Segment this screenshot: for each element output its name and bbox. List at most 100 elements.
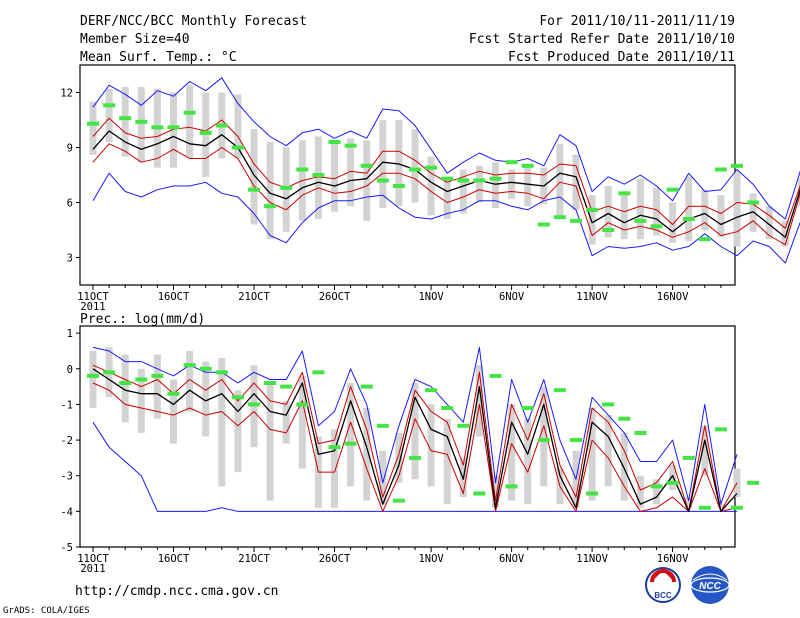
range-bar bbox=[781, 220, 789, 247]
observation-marker bbox=[135, 377, 148, 382]
temperature-panel: 3 6 9 12 11OCT 16OCT 21OCT 26OCT 1NOV 6NOV 11NOV 16… bbox=[60, 64, 800, 313]
y-tick-label: 0 bbox=[67, 364, 73, 376]
observation-marker bbox=[586, 207, 599, 212]
range-bar bbox=[186, 350, 194, 412]
member-size-label: Member Size=40 bbox=[80, 32, 190, 47]
observation-marker bbox=[747, 200, 760, 205]
observation-marker bbox=[280, 185, 293, 190]
x-tick-label: 11NOV bbox=[576, 553, 608, 565]
x-tick-label: 11NOV bbox=[576, 291, 608, 303]
observation-marker bbox=[489, 176, 502, 181]
observation-marker bbox=[698, 237, 711, 242]
bcc-logo: BCC bbox=[645, 567, 681, 603]
range-bar bbox=[524, 165, 532, 207]
range-bar bbox=[89, 101, 97, 155]
y-tick-label: 9 bbox=[67, 143, 73, 155]
observation-marker bbox=[409, 167, 421, 172]
observation-marker bbox=[666, 480, 679, 485]
range-bar bbox=[411, 129, 419, 203]
grads-credit: GrADS: COLA/IGES bbox=[3, 606, 90, 616]
observation-marker bbox=[537, 438, 550, 443]
range-bar bbox=[395, 120, 403, 207]
observation-marker bbox=[344, 143, 357, 148]
range-bar bbox=[765, 206, 773, 240]
bcc-logo-text: BCC bbox=[654, 591, 672, 600]
ensemble-lower-line bbox=[92, 382, 738, 512]
observation-marker bbox=[119, 381, 132, 386]
observation-marker bbox=[618, 416, 631, 421]
observation-marker bbox=[650, 224, 663, 229]
range-bar bbox=[427, 404, 435, 487]
observation-marker bbox=[376, 178, 389, 183]
observation-marker bbox=[183, 363, 196, 368]
observation-marker bbox=[521, 405, 534, 410]
range-bar bbox=[492, 475, 499, 508]
y-tick-label: 3 bbox=[67, 253, 73, 265]
plot-frame bbox=[79, 64, 736, 286]
range-bar bbox=[363, 140, 371, 221]
source-url[interactable]: http://cmdp.ncc.cma.gov.cn bbox=[75, 584, 279, 599]
observation-marker bbox=[666, 187, 679, 192]
range-bar bbox=[653, 479, 660, 505]
range-bar bbox=[459, 169, 467, 214]
forecast-start-date-label: Fcst Started Refer Date 2011/10/10 bbox=[469, 32, 735, 47]
range-bar bbox=[331, 143, 338, 212]
ensemble-mean-line bbox=[92, 130, 800, 238]
ensemble-lower-line bbox=[92, 143, 800, 246]
observation-marker bbox=[634, 218, 647, 223]
observation-marker bbox=[312, 173, 325, 177]
range-bar bbox=[492, 162, 499, 208]
range-bar bbox=[282, 400, 290, 444]
range-bar bbox=[588, 195, 596, 245]
observation-marker bbox=[312, 370, 325, 375]
range-bar bbox=[411, 383, 419, 480]
ensemble-mean-line bbox=[92, 368, 738, 513]
observation-marker bbox=[521, 163, 534, 168]
precipitation-panel: -5 -4 -3 -2 -1 0 1 11OCT 16OCT 21OCT 26OCT 1NOV 6NOV… bbox=[60, 325, 760, 575]
range-bar bbox=[266, 383, 274, 501]
range-bar bbox=[636, 475, 644, 508]
observation-marker bbox=[264, 381, 277, 386]
observation-marker bbox=[119, 116, 132, 121]
spread-lower-line bbox=[92, 421, 737, 512]
observation-marker bbox=[103, 103, 116, 108]
observation-marker bbox=[425, 165, 438, 170]
y-tick-label: -2 bbox=[60, 435, 73, 447]
range-bar bbox=[202, 361, 210, 437]
observation-marker bbox=[248, 187, 260, 192]
range-bar bbox=[556, 143, 564, 216]
range-bar bbox=[186, 85, 194, 159]
range-bar bbox=[653, 187, 660, 236]
observation-marker bbox=[441, 176, 454, 181]
ensemble-upper-line bbox=[92, 117, 800, 229]
observation-marker bbox=[344, 441, 357, 446]
range-bar bbox=[137, 368, 145, 433]
y-tick-label: 6 bbox=[67, 198, 73, 210]
observation-marker bbox=[328, 140, 341, 144]
range-bar bbox=[508, 404, 516, 501]
x-tick-label: 16NOV bbox=[657, 553, 689, 565]
x-tick-label: 16OCT bbox=[158, 553, 190, 565]
observation-marker bbox=[473, 178, 486, 183]
y-tick-label: -5 bbox=[60, 542, 73, 554]
observation-marker bbox=[602, 402, 615, 407]
range-bar bbox=[170, 92, 177, 168]
range-bar bbox=[121, 354, 129, 423]
observation-marker bbox=[650, 484, 663, 489]
plot-frame bbox=[79, 325, 736, 548]
range-bar bbox=[540, 386, 548, 487]
ncc-logo-orbit bbox=[690, 577, 730, 593]
observation-marker bbox=[682, 217, 695, 221]
x-tick-label: 1NOV bbox=[418, 291, 444, 303]
observation-marker bbox=[392, 184, 405, 188]
range-bar bbox=[685, 176, 693, 241]
range-bar bbox=[153, 354, 161, 419]
range-bar bbox=[733, 171, 741, 247]
x-tick-label: 6NOV bbox=[499, 553, 525, 565]
x-year-label: 2011 bbox=[80, 301, 105, 313]
y-tick-label: 12 bbox=[60, 88, 73, 100]
range-bar bbox=[620, 432, 628, 501]
observation-marker bbox=[167, 125, 180, 130]
x-tick-label: 16OCT bbox=[158, 291, 190, 303]
observation-marker bbox=[457, 178, 470, 183]
